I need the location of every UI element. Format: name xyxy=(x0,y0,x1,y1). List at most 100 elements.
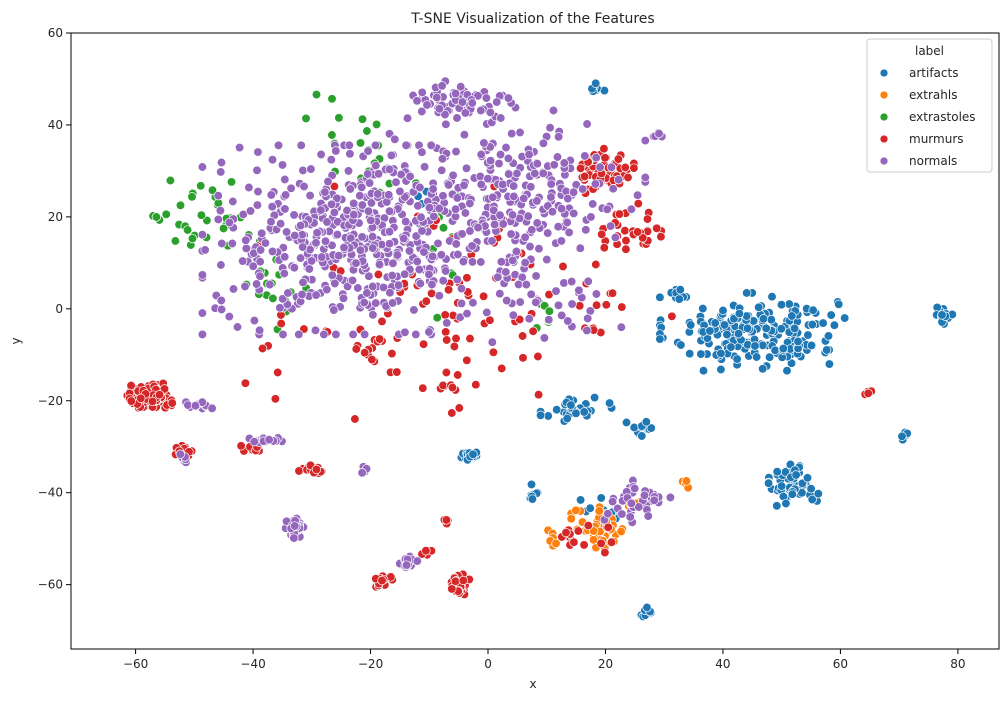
point-normals xyxy=(355,245,366,255)
point-murmurs xyxy=(656,232,666,242)
point-normals xyxy=(267,155,278,165)
point-extrahls xyxy=(594,506,604,516)
point-normals xyxy=(564,227,574,238)
point-normals xyxy=(417,226,427,236)
point-normals xyxy=(275,219,286,229)
x-tick-label: −40 xyxy=(240,657,265,671)
point-normals xyxy=(332,229,343,240)
point-extrastoles xyxy=(170,236,181,246)
point-normals xyxy=(332,193,342,203)
point-normals xyxy=(175,449,185,459)
y-tick-label: 20 xyxy=(48,210,63,224)
point-normals xyxy=(530,168,540,179)
point-normals xyxy=(521,279,531,290)
point-artifacts xyxy=(575,495,586,505)
point-normals xyxy=(654,128,664,139)
point-normals xyxy=(476,257,486,267)
point-normals xyxy=(437,154,448,164)
point-normals xyxy=(524,314,534,324)
point-artifacts xyxy=(782,366,792,376)
legend-label-artifacts: artifacts xyxy=(909,66,958,80)
point-normals xyxy=(634,502,644,512)
point-normals xyxy=(348,329,358,340)
point-normals xyxy=(608,184,618,194)
point-normals xyxy=(311,290,321,300)
point-normals xyxy=(493,272,503,282)
point-normals xyxy=(563,316,573,326)
point-murmurs xyxy=(517,331,528,341)
point-extrastoles xyxy=(187,192,197,202)
point-normals xyxy=(417,106,427,117)
point-normals xyxy=(339,242,349,253)
point-artifacts xyxy=(527,494,538,504)
point-artifacts xyxy=(776,324,786,334)
point-artifacts xyxy=(807,319,817,330)
point-normals xyxy=(610,232,621,243)
point-normals xyxy=(357,200,368,210)
point-normals xyxy=(582,325,592,336)
point-normals xyxy=(452,274,462,285)
point-normals xyxy=(207,403,217,413)
point-murmurs xyxy=(441,367,452,378)
points-layer xyxy=(122,76,957,622)
point-normals xyxy=(507,210,518,220)
point-murmurs xyxy=(462,355,472,365)
point-normals xyxy=(216,304,227,315)
point-normals xyxy=(574,285,584,295)
point-artifacts xyxy=(787,311,797,321)
y-tick-label: −40 xyxy=(38,486,63,500)
point-normals xyxy=(278,329,288,340)
point-normals xyxy=(427,251,438,262)
point-normals xyxy=(234,142,245,153)
point-normals xyxy=(330,278,340,289)
point-normals xyxy=(502,295,512,306)
point-normals xyxy=(508,181,519,191)
point-normals xyxy=(281,227,292,237)
point-artifacts xyxy=(806,340,817,351)
point-normals xyxy=(544,315,554,325)
x-axis-label: x xyxy=(529,677,536,691)
legend-title: label xyxy=(915,44,944,58)
point-normals xyxy=(433,238,443,249)
point-normals xyxy=(298,242,308,252)
point-normals xyxy=(606,162,617,172)
point-artifacts xyxy=(629,422,639,433)
point-normals xyxy=(438,191,448,201)
point-normals xyxy=(640,172,650,183)
point-normals xyxy=(617,509,627,519)
point-normals xyxy=(458,256,469,267)
point-normals xyxy=(532,218,542,228)
point-normals xyxy=(552,152,563,162)
point-murmurs xyxy=(447,584,457,594)
point-murmurs xyxy=(597,229,607,239)
legend-marker-normals xyxy=(879,156,889,166)
point-murmurs xyxy=(236,441,246,451)
point-normals xyxy=(488,192,498,202)
point-artifacts xyxy=(770,345,780,355)
point-normals xyxy=(228,284,239,294)
point-artifacts xyxy=(823,331,834,341)
point-normals xyxy=(476,179,486,190)
point-normals xyxy=(519,193,529,204)
point-artifacts xyxy=(571,408,581,418)
point-normals xyxy=(583,313,593,324)
x-tick-label: −20 xyxy=(358,657,383,671)
point-normals xyxy=(498,179,508,190)
point-normals xyxy=(553,222,563,232)
point-normals xyxy=(556,204,567,214)
point-normals xyxy=(305,190,315,201)
point-normals xyxy=(643,511,653,521)
point-murmurs xyxy=(147,396,158,407)
point-normals xyxy=(543,228,553,238)
point-normals xyxy=(289,210,299,220)
point-normals xyxy=(267,246,278,257)
point-artifacts xyxy=(655,334,665,344)
point-normals xyxy=(366,198,377,208)
point-normals xyxy=(327,270,337,280)
point-normals xyxy=(461,163,472,173)
point-normals xyxy=(489,219,500,230)
point-normals xyxy=(586,212,596,222)
point-artifacts xyxy=(776,481,787,491)
point-normals xyxy=(563,193,573,204)
point-normals xyxy=(547,207,558,217)
